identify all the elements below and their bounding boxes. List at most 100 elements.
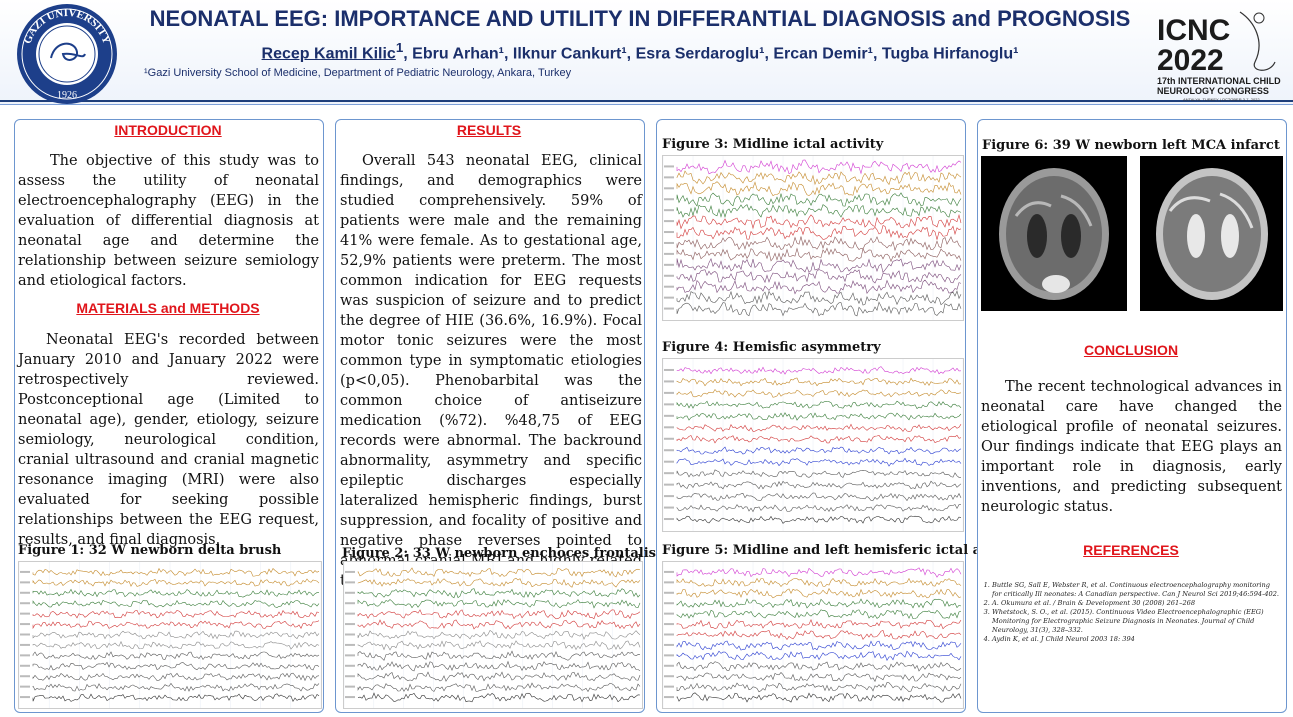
eeg-channel-label-mark (664, 449, 674, 452)
figure-1-caption: Figure 1: 32 W newborn delta brush (18, 543, 282, 558)
eeg-channel-label-mark (664, 380, 674, 383)
eeg-channel-label-mark (20, 623, 30, 626)
eeg-channel-trace (32, 578, 320, 587)
eeg-channel-label-mark (664, 414, 674, 417)
eeg-channel-trace (676, 515, 962, 524)
reference-item: A. Okumura et al. / Brain & Development … (992, 599, 1280, 608)
figure-6-caption: Figure 6: 39 W newborn left MCA infarct (982, 138, 1280, 153)
eeg-channel-trace (676, 692, 962, 703)
eeg-channel-label-mark (345, 664, 355, 667)
eeg-channel-trace (676, 504, 961, 513)
co-authors: , Ebru Arhan¹, Ilknur Cankurt¹, Esra Ser… (403, 45, 1019, 63)
figure-4-eeg (662, 358, 964, 532)
conclusion-heading: CONCLUSION (1083, 342, 1179, 358)
eeg-channel-trace (357, 577, 641, 588)
figure-6-mri-left (981, 156, 1127, 311)
eeg-channel-label-mark (664, 426, 674, 429)
eeg-channel-trace (676, 412, 962, 421)
svg-text:ICNC: ICNC (1157, 14, 1230, 47)
eeg-channel-label-mark (345, 612, 355, 615)
eeg-channel-trace (676, 672, 962, 683)
eeg-channel-label-mark (664, 231, 674, 234)
reference-item: Buttle SG, Sall E, Webster R, et al. Con… (992, 581, 1280, 599)
eeg-channel-label-mark (664, 495, 674, 498)
eeg-channel-trace (676, 492, 962, 502)
eeg-channel-trace (32, 599, 320, 608)
eeg-channel-trace (32, 651, 320, 661)
eeg-channel-trace (676, 388, 962, 398)
eeg-channel-label-mark (664, 685, 674, 688)
eeg-channel-label-mark (345, 633, 355, 636)
eeg-channel-label-mark (664, 472, 674, 475)
eeg-channel-label-mark (345, 685, 355, 688)
eeg-channel-label-mark (345, 570, 355, 573)
eeg-channel-trace (676, 170, 962, 186)
svg-text:17th INTERNATIONAL CHILD: 17th INTERNATIONAL CHILD (1157, 76, 1281, 86)
eeg-channel-trace (32, 567, 320, 577)
eeg-channel-trace (676, 567, 962, 578)
reference-item: Whetstock, S. O., et al. (2015). Continu… (992, 608, 1280, 635)
eeg-channel-trace (676, 236, 962, 252)
figure-5-caption: Figure 5: Midline and left hemisferic ic… (662, 543, 1026, 558)
eeg-channel-label-mark (664, 165, 674, 168)
methods-text: Neonatal EEG's recorded between January … (18, 332, 319, 548)
methods-heading: MATERIALS and METHODS (76, 300, 260, 316)
eeg-channel-label-mark (664, 198, 674, 201)
eeg-channel-label-mark (345, 581, 355, 584)
congress-logo: ICNC 2022 17th INTERNATIONAL CHILD NEURO… (1157, 11, 1281, 102)
eeg-channel-label-mark (664, 643, 674, 646)
eeg-channel-label-mark (20, 570, 30, 573)
eeg-channel-trace (32, 640, 320, 650)
eeg-channel-label-mark (664, 437, 674, 440)
eeg-channel-trace (676, 609, 962, 620)
eeg-channel-trace (357, 609, 641, 620)
eeg-channel-label-mark (664, 506, 674, 509)
eeg-channel-label-mark (20, 696, 30, 699)
eeg-channel-trace (357, 567, 641, 578)
eeg-channel-trace (676, 469, 962, 478)
eeg-channel-trace (676, 192, 962, 207)
eeg-channel-label-mark (20, 654, 30, 657)
eeg-channel-trace (32, 693, 320, 702)
eeg-channel-label-mark (664, 591, 674, 594)
eeg-channel-trace (676, 577, 962, 587)
eeg-channel-trace (676, 446, 962, 455)
figure-3-caption: Figure 3: Midline ictal activity (662, 137, 884, 152)
eeg-channel-label-mark (664, 296, 674, 299)
results-heading: RESULTS (456, 122, 522, 138)
eeg-channel-trace (357, 682, 641, 693)
eeg-channel-label-mark (664, 483, 674, 486)
figure-3-eeg (662, 155, 964, 321)
introduction-heading: INTRODUCTION (114, 122, 222, 138)
eeg-channel-label-mark (20, 643, 30, 646)
eeg-channel-trace (676, 650, 962, 661)
results-text: Overall 543 neonatal EEG, clinical findi… (340, 153, 642, 589)
eeg-channel-label-mark (345, 654, 355, 657)
eeg-channel-trace (676, 682, 962, 693)
reference-item: Aydin K, et al. J Child Neurol 2003 18: … (992, 635, 1280, 644)
eeg-channel-label-mark (664, 518, 674, 521)
eeg-channel-trace (676, 618, 962, 630)
figure-2-eeg (343, 561, 643, 709)
eeg-channel-trace (676, 661, 962, 672)
eeg-channel-trace (32, 672, 320, 682)
eeg-channel-label-mark (664, 403, 674, 406)
eeg-channel-label-mark (664, 581, 674, 584)
references-heading: REFERENCES (1083, 542, 1179, 558)
svg-text:NEUROLOGY CONGRESS: NEUROLOGY CONGRESS (1157, 86, 1269, 96)
eeg-channel-label-mark (664, 675, 674, 678)
university-logo: GAZI UNIVERSITY 1926 (17, 4, 117, 104)
eeg-channel-trace (676, 366, 962, 375)
figure-6-mri-right (1140, 156, 1283, 311)
poster-header (0, 0, 1293, 105)
eeg-channel-label-mark (664, 612, 674, 615)
eeg-channel-label-mark (664, 602, 674, 605)
eeg-channel-label-mark (664, 696, 674, 699)
eeg-channel-label-mark (664, 570, 674, 573)
eeg-channel-trace (357, 629, 641, 640)
eeg-channel-trace (357, 671, 641, 682)
eeg-channel-label-mark (20, 602, 30, 605)
author-list: Recep Kamil Kilic1, Ebru Arhan¹, Ilknur … (261, 40, 1019, 63)
svg-text:1926: 1926 (57, 90, 77, 101)
eeg-channel-trace (676, 457, 962, 467)
